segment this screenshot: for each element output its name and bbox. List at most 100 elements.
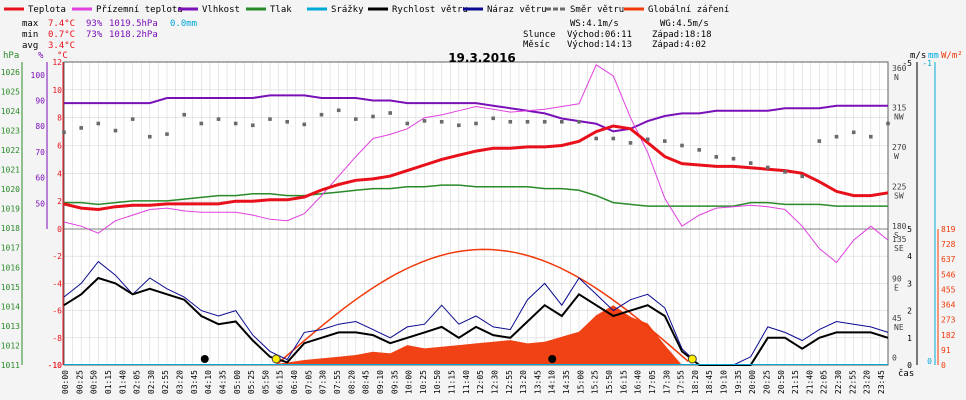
x-tick-label: 18:20 (691, 370, 700, 394)
wind-direction-point (216, 117, 221, 121)
sun-moon-block: WS:4.1m/s WG:4.5m/s Slunce Východ:06:11 … (523, 19, 712, 50)
tick-ms: 4 (907, 252, 912, 261)
wind-wg: WG:4.5m/s (660, 19, 709, 29)
x-tick-label: 23:45 (877, 370, 886, 394)
wind-direction-point (594, 136, 598, 141)
x-tick-label: 22:55 (848, 370, 857, 394)
wind-direction-point (148, 134, 152, 139)
tick-degc: 6 (57, 142, 62, 151)
legend-label-prizemni: Přízemní teplota (96, 5, 183, 15)
tick-degc: 10 (52, 86, 62, 95)
tick-degc-neg: -8 (52, 334, 62, 343)
wind-direction-point (96, 121, 101, 126)
wind-ws: WS:4.1m/s (570, 19, 619, 29)
x-tick-label: 04:35 (219, 370, 228, 394)
tick-pct: 50 (35, 199, 45, 208)
wind-direction-point (354, 117, 358, 121)
tick-deg: 0 (892, 354, 897, 363)
moon-set: Západ:4:02 (652, 40, 706, 50)
x-tick-label: 19:10 (720, 370, 729, 394)
wind-direction-point (199, 121, 204, 126)
legend-label-teplota: Teplota (28, 5, 66, 15)
legend-label-vlhkost: Vlhkost (202, 5, 240, 15)
tick-ms: 2 (907, 307, 912, 316)
tick-hpa: 1013 (1, 322, 20, 331)
wind-direction-point (508, 120, 513, 124)
x-tick-label: 02:05 (133, 370, 142, 394)
stats-min-press: 1018.2hPa (109, 30, 158, 40)
tick-degc: 8 (57, 114, 62, 123)
tick-wm2: 546 (941, 270, 956, 279)
series-wind-gust (63, 260, 889, 366)
tick-wm2: 728 (941, 240, 956, 249)
tick-pct: 70 (35, 148, 45, 157)
wind-direction-point (663, 139, 667, 143)
tick-wm2: 182 (941, 331, 956, 340)
x-tick-label: 04:10 (204, 370, 213, 394)
wind-direction-point (371, 114, 375, 119)
wind-direction-point (319, 112, 324, 117)
x-tick-label: 23:20 (863, 370, 872, 394)
wind-direction-point (285, 120, 289, 124)
x-tick-label: 22:30 (834, 370, 843, 394)
tick-degc-neg: -10 (48, 361, 63, 370)
x-tick-label: 17:30 (662, 370, 671, 394)
tick-pct: 80 (35, 122, 45, 131)
stats-max-rain: 0.0mm (170, 19, 197, 29)
stats-min-label: min (22, 30, 38, 40)
tick-degc-neg: -4 (52, 279, 62, 288)
x-tick-label: 08:45 (362, 370, 371, 394)
tick-degc-neg: -10 (48, 361, 63, 370)
x-tick-label: 09:35 (390, 370, 399, 394)
series-ground-temperature (63, 64, 889, 264)
tick-hpa: 1026 (1, 68, 20, 77)
wind-direction-point (783, 170, 787, 174)
unit-ms: m/s (910, 51, 926, 61)
x-axis-label: čas (898, 368, 914, 379)
unit-wm2: W/m² (941, 51, 963, 61)
tick-hpa: 1012 (1, 341, 20, 350)
grid-lines (63, 61, 889, 366)
sun-marker-sunset (687, 354, 697, 364)
tick-wm2: 91 (941, 346, 951, 355)
tick-pct: 60 (35, 174, 45, 183)
tick-pct: 100 (31, 71, 46, 80)
moon-marker-moonset (200, 355, 209, 363)
x-axis-labels: 00:00 00:25 00:50 01:15 01:40 02:05 02:30 02:55… (61, 370, 886, 394)
x-tick-label: 11:40 (462, 370, 471, 394)
wind-direction-point (113, 128, 118, 133)
wind-direction-point (886, 121, 890, 126)
x-tick-label: 02:30 (147, 370, 156, 394)
wind-direction-point (645, 137, 650, 142)
series-humidity (64, 94, 888, 133)
wind-direction-point (731, 156, 736, 161)
unit-mm: mm (928, 51, 939, 61)
sun-moon-markers (200, 354, 697, 364)
tick-deg: 90 (892, 275, 902, 284)
tick-degc: 4 (57, 169, 62, 178)
tick-dir: NW (894, 112, 904, 121)
tick-mm-top: -1 (922, 59, 932, 68)
x-tick-label: 20:00 (748, 370, 757, 394)
legend-label-rychlost: Rychlost větru (392, 5, 468, 15)
x-tick-label: 00:00 (61, 370, 70, 394)
tick-mm: 0 (927, 357, 932, 366)
wind-direction-point (525, 120, 530, 124)
tick-hpa: 1019 (1, 205, 20, 214)
x-tick-label: 15:00 (576, 370, 585, 394)
tick-hpa: 1015 (1, 283, 20, 292)
x-tick-label: 05:00 (233, 370, 242, 394)
moon-rise: Východ:14:13 (567, 40, 632, 50)
data-series (62, 64, 890, 366)
series-global-radiation-area (64, 305, 888, 365)
tick-hpa: 1017 (1, 244, 20, 253)
tick-dir: SE (894, 244, 904, 253)
series-temperature (63, 124, 889, 212)
x-tick-label: 05:50 (261, 370, 270, 394)
tick-dir: E (894, 284, 899, 293)
x-tick-label: 20:50 (777, 370, 786, 394)
x-tick-label: 18:45 (705, 370, 714, 394)
legend-label-zareni: Globální záření (648, 5, 729, 15)
wind-direction-point (748, 161, 753, 165)
